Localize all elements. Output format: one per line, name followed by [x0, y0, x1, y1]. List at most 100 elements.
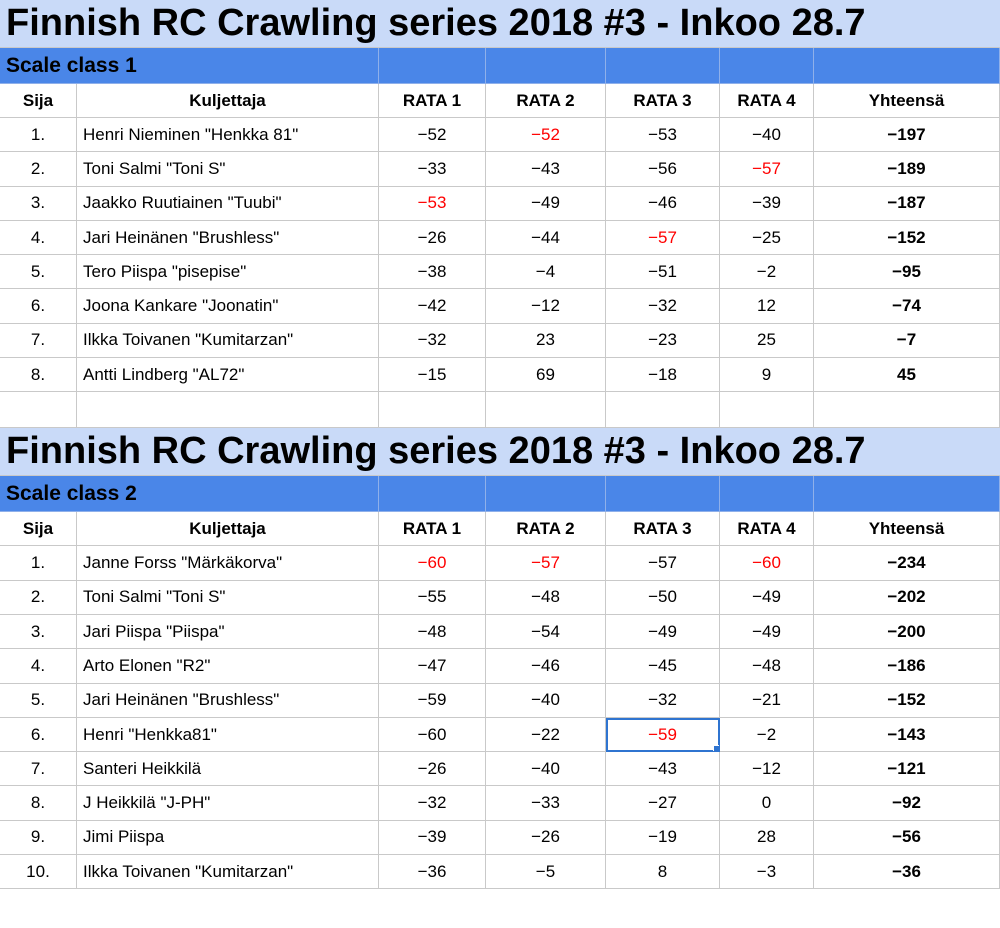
position-cell[interactable]: 4.: [0, 220, 77, 256]
rata3-cell[interactable]: −57: [606, 546, 720, 581]
rata1-cell[interactable]: −47: [379, 649, 486, 684]
rata4-cell[interactable]: −49: [720, 580, 814, 615]
rata4-cell[interactable]: −25: [720, 220, 814, 256]
rata4-cell[interactable]: −39: [720, 186, 814, 221]
position-cell[interactable]: 6.: [0, 717, 77, 753]
rata2-cell[interactable]: −49: [486, 186, 606, 221]
class-row-cell[interactable]: [606, 476, 720, 513]
total-cell[interactable]: −121: [814, 752, 1000, 787]
rata2-cell[interactable]: −43: [486, 152, 606, 187]
total-cell[interactable]: −187: [814, 186, 1000, 221]
position-cell[interactable]: 8.: [0, 786, 77, 821]
rata1-cell[interactable]: −48: [379, 614, 486, 650]
rata4-cell[interactable]: −57: [720, 152, 814, 187]
rata2-cell[interactable]: −5: [486, 855, 606, 890]
driver-name-cell[interactable]: Jaakko Ruutiainen "Tuubi": [77, 186, 379, 221]
header-cell-kuljettaja[interactable]: Kuljettaja: [77, 84, 379, 118]
driver-name-cell[interactable]: Ilkka Toivanen "Kumitarzan": [77, 855, 379, 890]
total-cell[interactable]: −234: [814, 546, 1000, 581]
empty-cell[interactable]: [606, 392, 720, 429]
rata3-cell[interactable]: −32: [606, 683, 720, 718]
rata2-cell[interactable]: −40: [486, 752, 606, 787]
class-row-cell[interactable]: [379, 48, 486, 84]
rata2-cell[interactable]: −44: [486, 220, 606, 256]
rata2-cell[interactable]: −33: [486, 786, 606, 821]
driver-name-cell[interactable]: Joona Kankare "Joonatin": [77, 289, 379, 324]
position-cell[interactable]: 1.: [0, 546, 77, 581]
rata3-cell[interactable]: −19: [606, 820, 720, 856]
total-cell[interactable]: −200: [814, 614, 1000, 650]
total-cell[interactable]: −152: [814, 683, 1000, 718]
fill-handle[interactable]: [713, 745, 719, 752]
rata2-cell[interactable]: −57: [486, 546, 606, 581]
driver-name-cell[interactable]: Jari Heinänen "Brushless": [77, 220, 379, 256]
driver-name-cell[interactable]: Jari Piispa "Piispa": [77, 614, 379, 650]
rata3-cell[interactable]: −53: [606, 118, 720, 153]
class-row-cell[interactable]: [720, 48, 814, 84]
total-cell[interactable]: −7: [814, 323, 1000, 359]
total-cell[interactable]: −189: [814, 152, 1000, 187]
rata3-cell[interactable]: −57: [606, 220, 720, 256]
rata4-cell[interactable]: −3: [720, 855, 814, 890]
rata1-cell[interactable]: −39: [379, 820, 486, 856]
header-cell-sija[interactable]: Sija: [0, 84, 77, 118]
rata2-cell[interactable]: −54: [486, 614, 606, 650]
position-cell[interactable]: 3.: [0, 614, 77, 650]
driver-name-cell[interactable]: Toni Salmi "Toni S": [77, 152, 379, 187]
class-label-cell[interactable]: Scale class 2: [0, 476, 379, 513]
rata1-cell[interactable]: −52: [379, 118, 486, 153]
header-cell-kuljettaja[interactable]: Kuljettaja: [77, 512, 379, 547]
driver-name-cell[interactable]: Tero Piispa "pisepise": [77, 255, 379, 290]
rata1-cell[interactable]: −59: [379, 683, 486, 718]
total-cell[interactable]: 45: [814, 358, 1000, 393]
rata2-cell[interactable]: 69: [486, 358, 606, 393]
total-cell[interactable]: −92: [814, 786, 1000, 821]
rata1-cell[interactable]: −42: [379, 289, 486, 324]
empty-cell[interactable]: [486, 392, 606, 429]
rata3-cell[interactable]: −59: [606, 717, 720, 753]
rata4-cell[interactable]: −48: [720, 649, 814, 684]
class-row-cell[interactable]: [486, 476, 606, 513]
rata2-cell[interactable]: −48: [486, 580, 606, 615]
driver-name-cell[interactable]: Janne Forss "Märkäkorva": [77, 546, 379, 581]
rata3-cell[interactable]: −51: [606, 255, 720, 290]
rata3-cell[interactable]: −43: [606, 752, 720, 787]
sheet-title[interactable]: Finnish RC Crawling series 2018 #3 - Ink…: [0, 0, 1000, 48]
header-cell-rata4[interactable]: RATA 4: [720, 84, 814, 118]
rata4-cell[interactable]: 0: [720, 786, 814, 821]
rata1-cell[interactable]: −36: [379, 855, 486, 890]
class-row-cell[interactable]: [486, 48, 606, 84]
rata2-cell[interactable]: −12: [486, 289, 606, 324]
rata3-cell[interactable]: −50: [606, 580, 720, 615]
empty-cell[interactable]: [77, 392, 379, 429]
rata4-cell[interactable]: −60: [720, 546, 814, 581]
driver-name-cell[interactable]: Arto Elonen "R2": [77, 649, 379, 684]
total-cell[interactable]: −36: [814, 855, 1000, 890]
class-row-cell[interactable]: [379, 476, 486, 513]
rata1-cell[interactable]: −32: [379, 786, 486, 821]
header-cell-rata4[interactable]: RATA 4: [720, 512, 814, 547]
total-cell[interactable]: −74: [814, 289, 1000, 324]
rata4-cell[interactable]: 28: [720, 820, 814, 856]
driver-name-cell[interactable]: J Heikkilä "J-PH": [77, 786, 379, 821]
rata4-cell[interactable]: 9: [720, 358, 814, 393]
position-cell[interactable]: 2.: [0, 580, 77, 615]
driver-name-cell[interactable]: Henri "Henkka81": [77, 717, 379, 753]
rata4-cell[interactable]: −21: [720, 683, 814, 718]
rata3-cell[interactable]: −27: [606, 786, 720, 821]
rata1-cell[interactable]: −26: [379, 220, 486, 256]
rata4-cell[interactable]: −49: [720, 614, 814, 650]
position-cell[interactable]: 8.: [0, 358, 77, 393]
rata2-cell[interactable]: −26: [486, 820, 606, 856]
empty-cell[interactable]: [720, 392, 814, 429]
header-cell-rata2[interactable]: RATA 2: [486, 512, 606, 547]
rata2-cell[interactable]: −4: [486, 255, 606, 290]
rata1-cell[interactable]: −60: [379, 717, 486, 753]
position-cell[interactable]: 7.: [0, 323, 77, 359]
rata1-cell[interactable]: −55: [379, 580, 486, 615]
header-cell-sija[interactable]: Sija: [0, 512, 77, 547]
empty-cell[interactable]: [0, 392, 77, 429]
rata4-cell[interactable]: −2: [720, 255, 814, 290]
total-cell[interactable]: −152: [814, 220, 1000, 256]
total-cell[interactable]: −197: [814, 118, 1000, 153]
